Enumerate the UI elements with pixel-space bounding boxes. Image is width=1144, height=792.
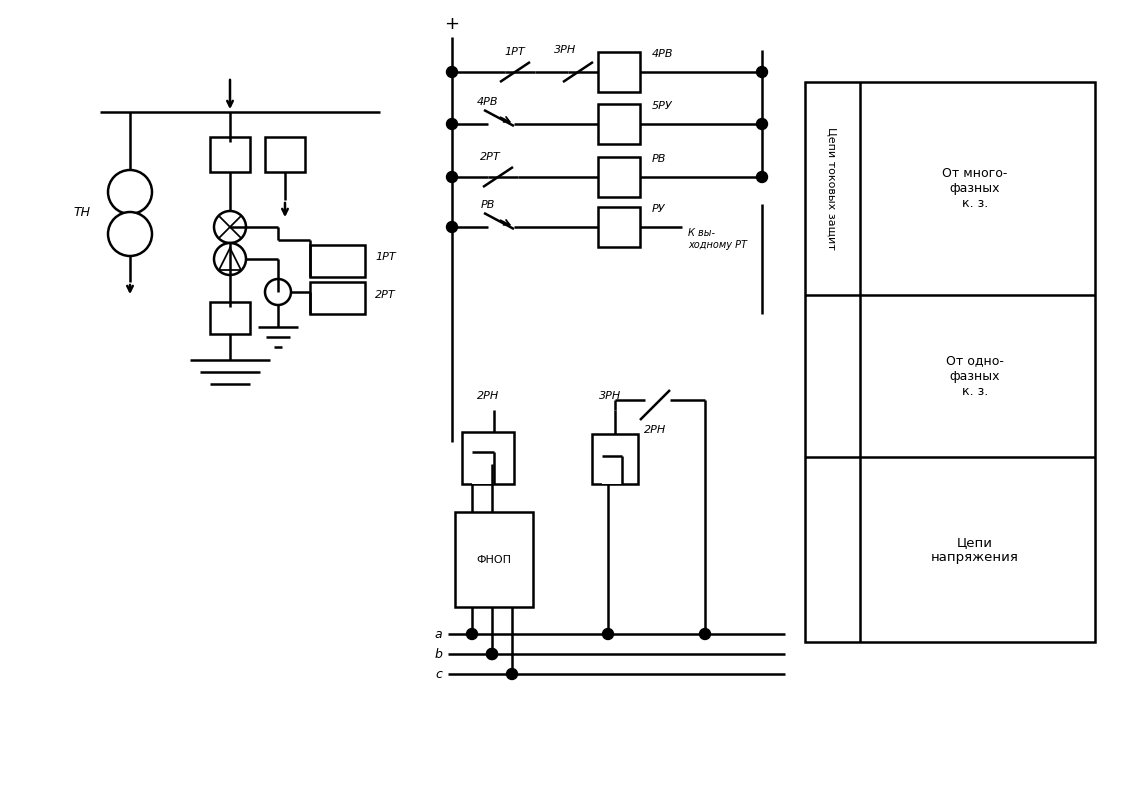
Text: От много-
фазных
к. з.: От много- фазных к. з. xyxy=(943,167,1008,210)
Text: b: b xyxy=(434,648,442,661)
Text: 4РВ: 4РВ xyxy=(652,49,674,59)
Text: 4РВ: 4РВ xyxy=(477,97,499,107)
Circle shape xyxy=(603,629,613,639)
Circle shape xyxy=(486,649,498,660)
Circle shape xyxy=(108,212,152,256)
Text: РВ: РВ xyxy=(652,154,666,164)
Text: 2РН: 2РН xyxy=(644,425,666,435)
Bar xyxy=(265,137,305,172)
Bar xyxy=(310,282,365,314)
Text: Цепи токовых защит: Цепи токовых защит xyxy=(827,127,837,249)
Bar xyxy=(591,434,638,484)
Text: a: a xyxy=(435,627,442,641)
Bar xyxy=(598,207,639,247)
Bar xyxy=(805,82,1095,642)
Bar xyxy=(598,52,639,92)
Text: РВ: РВ xyxy=(480,200,495,210)
Text: c: c xyxy=(435,668,442,680)
Text: ФНОП: ФНОП xyxy=(477,555,511,565)
Circle shape xyxy=(486,649,498,660)
Circle shape xyxy=(699,629,710,639)
Text: 2РН: 2РН xyxy=(477,391,499,401)
Text: 3РН: 3РН xyxy=(598,391,621,401)
Text: От одно-
фазных
к. з.: От одно- фазных к. з. xyxy=(946,355,1004,398)
Circle shape xyxy=(446,67,458,78)
Circle shape xyxy=(214,211,246,243)
Text: 2РТ: 2РТ xyxy=(479,152,500,162)
Text: 1РТ: 1РТ xyxy=(505,47,525,57)
Text: ТН: ТН xyxy=(73,205,90,219)
Circle shape xyxy=(214,243,246,275)
Text: К вы-
ходному РТ: К вы- ходному РТ xyxy=(688,228,747,249)
Circle shape xyxy=(756,172,768,182)
Circle shape xyxy=(467,629,477,639)
Bar xyxy=(210,137,251,172)
Bar xyxy=(210,302,251,334)
Bar xyxy=(602,456,622,484)
Circle shape xyxy=(108,170,152,214)
Bar xyxy=(598,104,639,144)
Bar xyxy=(455,512,533,607)
Circle shape xyxy=(756,67,768,78)
Text: 3РН: 3РН xyxy=(554,45,577,55)
Circle shape xyxy=(446,222,458,233)
Circle shape xyxy=(507,668,517,680)
Bar xyxy=(598,157,639,197)
Text: РУ: РУ xyxy=(652,204,666,214)
Bar xyxy=(310,245,365,277)
Bar xyxy=(472,452,494,484)
Bar xyxy=(462,432,514,484)
Circle shape xyxy=(265,279,291,305)
Text: +: + xyxy=(445,15,460,33)
Text: 2РТ: 2РТ xyxy=(375,290,396,300)
Text: Цепи
напряжения: Цепи напряжения xyxy=(931,535,1019,564)
Circle shape xyxy=(756,119,768,130)
Text: 1РТ: 1РТ xyxy=(375,252,396,262)
Circle shape xyxy=(446,119,458,130)
Circle shape xyxy=(446,172,458,182)
Text: 5РУ: 5РУ xyxy=(652,101,673,111)
